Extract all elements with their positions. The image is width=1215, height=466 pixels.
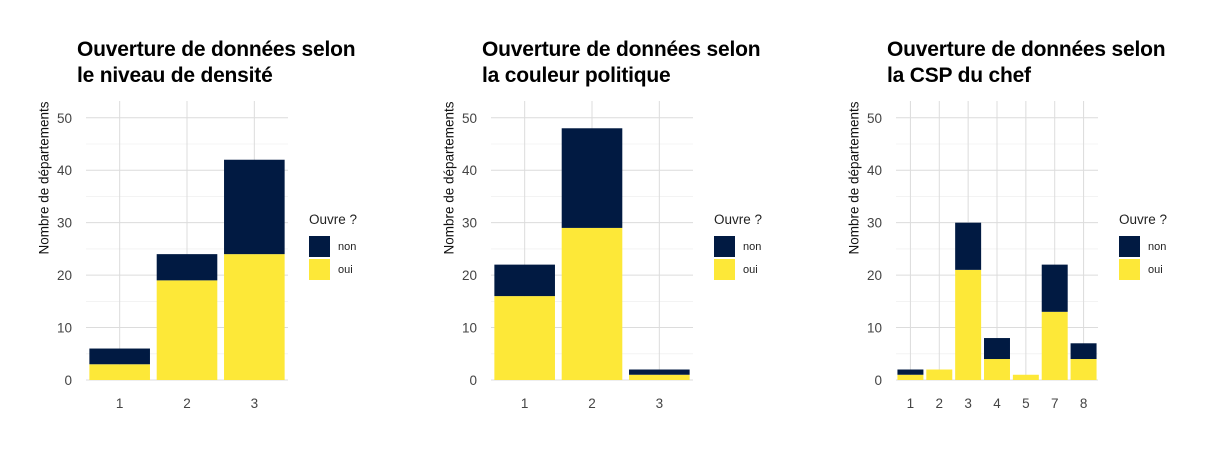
y-tick-label: 30	[462, 216, 477, 231]
stacked-bar-chart: 0 10 20 30 40 50 1 2 3	[57, 101, 288, 411]
bar-non	[89, 348, 150, 365]
y-tick-label: 0	[874, 373, 882, 388]
y-tick-label: 10	[57, 321, 72, 336]
chart-title-line-2: la couleur politique	[482, 64, 671, 87]
bar-non	[897, 369, 924, 375]
legend-item-oui: oui	[714, 258, 762, 281]
y-tick-label: 40	[57, 163, 72, 178]
x-tick-label: 1	[907, 396, 915, 411]
x-tick-label: 3	[656, 396, 664, 411]
y-tick-label: 40	[462, 163, 477, 178]
bar-oui	[926, 369, 953, 380]
x-tick-label: 3	[251, 396, 259, 411]
y-tick-label: 0	[469, 373, 477, 388]
bar-non	[494, 264, 555, 297]
bar-non	[561, 128, 623, 228]
bar-oui	[1041, 311, 1068, 380]
x-tick-label: 2	[183, 396, 191, 411]
legend-label-oui: oui	[338, 263, 353, 276]
y-tick-label: 50	[462, 111, 477, 126]
legend-label-non: non	[338, 240, 357, 253]
bar-oui	[561, 227, 623, 380]
x-tick-label: 2	[588, 396, 596, 411]
bar-oui	[156, 280, 218, 380]
chart-panel-couleur-politique: Ouverture de données selon la couleur po…	[405, 0, 810, 466]
x-tick-label: 3	[964, 396, 972, 411]
bar-oui	[89, 364, 150, 380]
legend-item-non: non	[714, 235, 762, 258]
bar-non	[629, 369, 690, 375]
legend: Ouvre ? non oui	[714, 212, 762, 281]
y-tick-label: 50	[57, 111, 72, 126]
bar-non	[955, 222, 982, 270]
y-tick-label: 0	[64, 373, 72, 388]
legend-swatch-oui	[714, 259, 735, 280]
x-tick-label: 5	[1022, 396, 1030, 411]
stacked-bar-chart: 0 10 20 30 40 50 1 2 3 4 5 7 8	[867, 101, 1098, 411]
legend: Ouvre ? non oui	[1119, 212, 1167, 281]
stacked-bar-chart: 0 10 20 30 40 50 1 2 3	[462, 101, 693, 411]
bar-oui	[955, 269, 982, 380]
legend-swatch-oui	[1119, 259, 1140, 280]
legend-item-non: non	[1119, 235, 1167, 258]
bar-non	[984, 338, 1010, 360]
bar-non	[1070, 343, 1097, 360]
y-tick-label: 20	[57, 268, 72, 283]
legend-label-oui: oui	[743, 263, 758, 276]
bar-oui	[224, 254, 285, 380]
x-tick-label: 2	[936, 396, 944, 411]
chart-title: Ouverture de données selon la CSP du che…	[887, 37, 1166, 89]
x-tick-label: 8	[1080, 396, 1088, 411]
bar-non	[156, 254, 218, 281]
legend-swatch-non	[1119, 236, 1140, 257]
legend-title: Ouvre ?	[309, 212, 358, 227]
legend-swatch-non	[309, 236, 330, 257]
bar-oui	[629, 374, 690, 380]
y-tick-label: 10	[867, 321, 882, 336]
bar-oui	[897, 374, 924, 380]
chart-title-line-1: Ouverture de données selon	[482, 38, 761, 61]
chart-panel-densite: Ouverture de données selon le niveau de …	[0, 0, 405, 466]
y-tick-label: 10	[462, 321, 477, 336]
bar-non	[1041, 264, 1068, 312]
legend-item-non: non	[309, 235, 357, 258]
legend-label-non: non	[743, 240, 762, 253]
chart-title-line-2: la CSP du chef	[887, 64, 1031, 87]
y-tick-label: 50	[867, 111, 882, 126]
chart-title: Ouverture de données selon la couleur po…	[482, 37, 761, 89]
chart-title: Ouverture de données selon le niveau de …	[77, 37, 356, 89]
y-tick-label: 20	[462, 268, 477, 283]
legend-label-non: non	[1148, 240, 1167, 253]
y-tick-label: 40	[867, 163, 882, 178]
chart-title-line-1: Ouverture de données selon	[77, 38, 356, 61]
legend-item-oui: oui	[1119, 258, 1167, 281]
bar-oui	[1070, 359, 1097, 380]
legend: Ouvre ? non oui	[309, 212, 357, 281]
legend-swatch-non	[714, 236, 735, 257]
legend-item-oui: oui	[309, 258, 357, 281]
x-tick-label: 1	[116, 396, 124, 411]
legend-label-oui: oui	[1148, 263, 1163, 276]
bar-oui	[984, 359, 1010, 380]
y-tick-label: 30	[57, 216, 72, 231]
legend-title: Ouvre ?	[714, 212, 763, 227]
chart-title-line-1: Ouverture de données selon	[887, 38, 1166, 61]
y-tick-label: 30	[867, 216, 882, 231]
x-tick-label: 7	[1051, 396, 1059, 411]
x-tick-label: 1	[521, 396, 529, 411]
bar-oui	[1012, 374, 1039, 380]
legend-swatch-oui	[309, 259, 330, 280]
bar-oui	[494, 296, 555, 380]
chart-panel-csp-chef: Ouverture de données selon la CSP du che…	[810, 0, 1215, 466]
chart-title-line-2: le niveau de densité	[77, 64, 273, 87]
x-tick-label: 4	[993, 396, 1001, 411]
y-tick-label: 20	[867, 268, 882, 283]
legend-title: Ouvre ?	[1119, 212, 1168, 227]
bar-non	[224, 159, 285, 255]
